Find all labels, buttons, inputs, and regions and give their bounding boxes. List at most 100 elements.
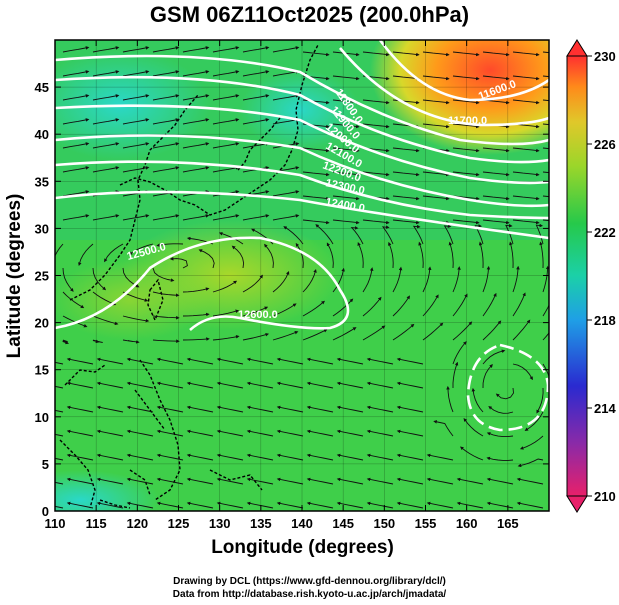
streamline-segment <box>78 243 94 267</box>
streamline-segment <box>302 171 330 177</box>
streamline-segment <box>66 381 94 389</box>
contour-label-11700: 11700.0 <box>448 115 487 127</box>
streamline-segment <box>96 381 124 389</box>
streamline-segment <box>381 225 394 245</box>
streamline-segment <box>482 75 510 81</box>
streamline-segment <box>272 70 300 77</box>
y-tick-label: 10 <box>35 410 49 425</box>
streamline-segment <box>542 304 549 317</box>
streamline-segment <box>246 405 274 413</box>
x-tick-label: 115 <box>86 516 107 531</box>
streamline-segment <box>536 387 544 414</box>
streamline-segment <box>422 75 450 81</box>
streamline-segment <box>443 224 454 245</box>
streamline-segment <box>152 118 180 125</box>
streamline-segment <box>152 339 180 343</box>
streamline-segment <box>535 223 544 245</box>
streamline-segment <box>302 219 330 225</box>
streamline-segment <box>315 224 334 245</box>
streamline-segment <box>246 477 274 485</box>
streamline-segment <box>486 432 514 438</box>
streamline-segment <box>512 195 540 201</box>
streamline-segment <box>152 291 180 297</box>
streamline-segment <box>482 171 510 177</box>
streamline-segment <box>396 501 424 509</box>
streamline-segment <box>482 195 510 201</box>
streamline-segment <box>272 330 299 341</box>
streamline-segment <box>92 339 103 344</box>
streamline-segment <box>242 118 270 125</box>
streamline-segment <box>152 267 175 282</box>
streamline-segment <box>486 477 514 485</box>
streamline-segment <box>66 357 94 365</box>
streamline-segment <box>66 429 94 437</box>
streamline-segment <box>422 99 450 105</box>
streamline-segment <box>92 214 120 221</box>
streamline-segment <box>212 166 240 173</box>
streamline-segment <box>459 446 484 461</box>
streamline-segment <box>295 242 304 269</box>
streamline-segment <box>272 270 290 293</box>
streamline-segment <box>55 457 64 461</box>
streamline-segment <box>392 195 420 201</box>
streamline-segment <box>216 405 244 413</box>
streamline-segment <box>482 219 510 225</box>
streamline-segment <box>306 381 334 389</box>
streamline-segment <box>152 315 180 320</box>
streamline-segment <box>306 501 334 509</box>
streamline-segment <box>186 357 214 365</box>
streamline-segment <box>486 501 514 509</box>
x-tick-label: 160 <box>456 516 478 531</box>
streamline-segment <box>332 75 360 81</box>
streamline-segment <box>392 323 415 341</box>
streamline-segment <box>512 363 533 381</box>
streamline-segment <box>392 171 420 177</box>
streamline-segment <box>396 357 424 365</box>
streamline-segment <box>362 171 390 177</box>
streamline-segment <box>126 453 154 461</box>
streamline-segment <box>392 147 420 153</box>
x-tick-label: 135 <box>250 516 272 531</box>
streamline-segment <box>152 70 180 77</box>
colorbar-tick-label: 218 <box>594 313 616 328</box>
streamline-segment <box>216 477 244 485</box>
height-contours <box>55 40 549 432</box>
streamline-segment <box>92 46 120 53</box>
streamline-segment <box>182 118 210 125</box>
streamline-segment <box>182 214 210 221</box>
streamline-segment <box>452 195 480 201</box>
streamline-segment <box>212 94 240 101</box>
streamline-segment <box>66 453 94 461</box>
streamline-segment <box>366 381 394 389</box>
streamline-segment <box>332 123 360 129</box>
streamline-segment <box>62 118 90 125</box>
streamline-segment <box>366 501 394 509</box>
streamline-segment <box>306 429 334 437</box>
streamline-segment <box>446 385 454 413</box>
streamline-segment <box>332 267 345 293</box>
streamline-segment <box>422 322 444 341</box>
streamline-segment <box>272 214 300 221</box>
streamline-segment <box>482 147 510 153</box>
streamline-segment <box>350 226 364 245</box>
streamline-segment <box>62 142 90 149</box>
streamline-segment <box>122 315 150 323</box>
temperature-field <box>55 40 549 511</box>
colorbar-tick-label: 226 <box>594 137 616 152</box>
streamline-segment <box>216 429 244 437</box>
streamline-segment <box>456 501 484 509</box>
streamline-segment <box>392 75 420 81</box>
colorbar: 230 226 222 218 214 210 <box>566 39 616 513</box>
streamline-segment <box>336 453 364 461</box>
streamline-segment <box>366 405 394 413</box>
streamline-segment <box>396 405 424 413</box>
streamline-segment <box>422 266 432 293</box>
x-tick-label: 120 <box>126 516 148 531</box>
streamline-segment <box>482 265 491 293</box>
chart-title: GSM 06Z11Oct2025 (200.0hPa) <box>149 2 470 27</box>
streamline-segment <box>55 361 64 365</box>
streamline-segment <box>62 214 90 221</box>
streamline-segment <box>62 267 74 292</box>
streamline-segment <box>422 195 450 201</box>
colorbar-tick-label: 222 <box>594 225 616 240</box>
